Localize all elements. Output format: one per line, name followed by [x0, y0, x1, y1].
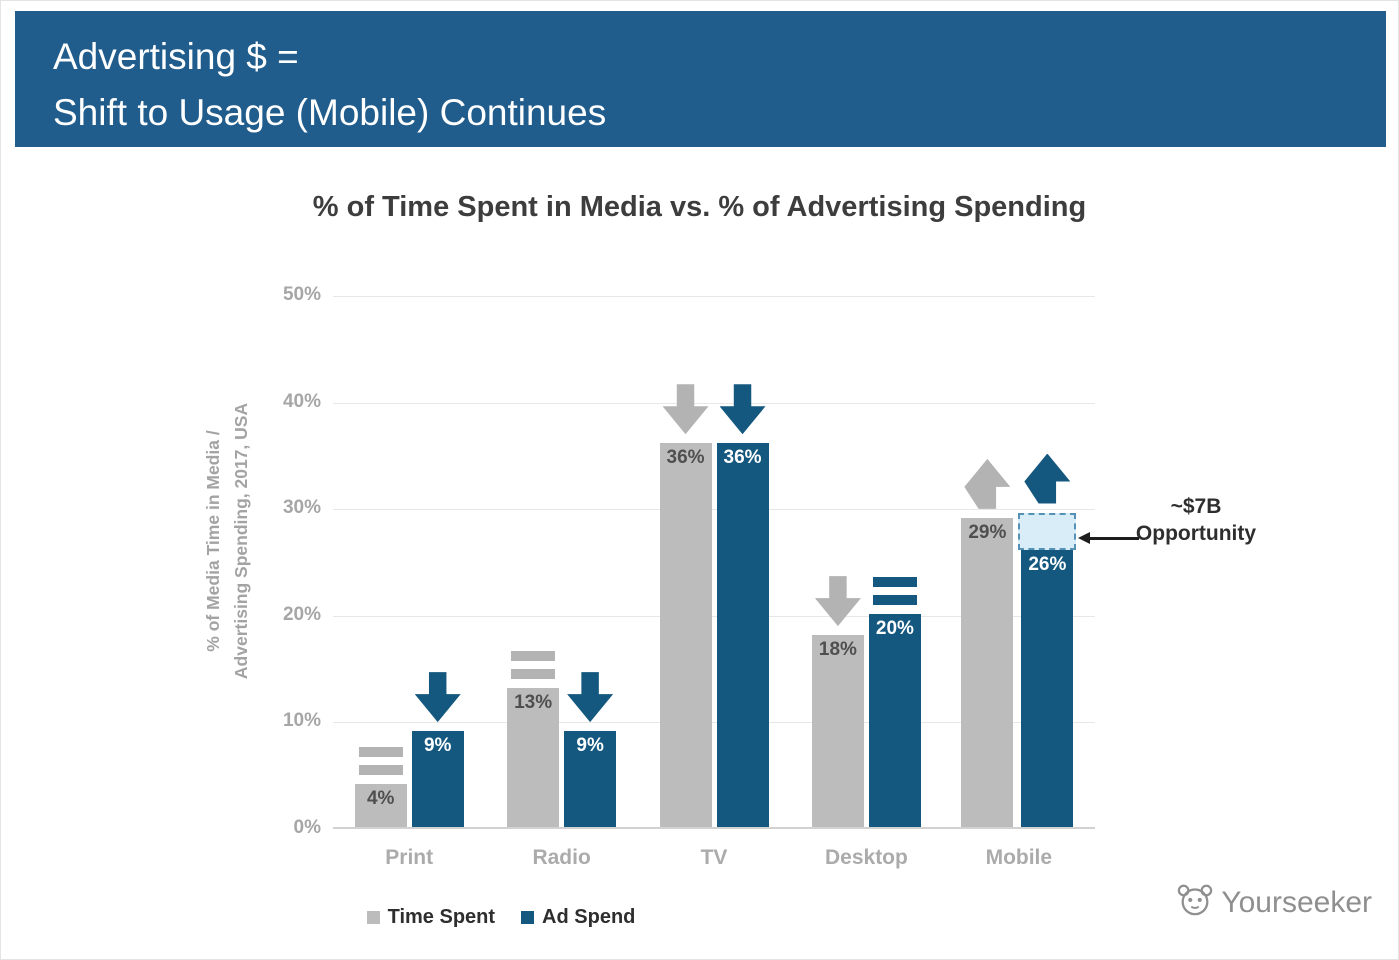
legend-swatch-time-spent: [366, 911, 380, 924]
watermark-text: Yourseeker: [1221, 886, 1372, 919]
bar-column-tv-time-spent: 36%: [659, 384, 712, 827]
legend-label-ad-spend: Ad Spend: [542, 906, 636, 928]
flat-indicator-radio-time-spent: [511, 651, 556, 680]
bar-column-radio-time-spent: 13%: [507, 651, 560, 827]
y-axis-label: % of Media Time in Media / Advertising S…: [199, 403, 255, 679]
bar-value-label-tv-time-spent: 36%: [666, 447, 705, 469]
flat-indicator-desktop-ad-spend: [872, 576, 917, 605]
bar-pair-mobile: 29% 26%: [961, 453, 1077, 827]
bar-tv-ad-spend: 36%: [716, 443, 769, 827]
bar-column-tv-ad-spend: 36%: [716, 384, 769, 827]
bar-tv-time-spent: 36%: [659, 443, 712, 827]
bar-value-label-radio-ad-spend: 9%: [576, 735, 604, 757]
bar-column-mobile-ad-spend: 26%: [1018, 453, 1077, 827]
bar-value-label-desktop-time-spent: 18%: [818, 639, 857, 661]
down-arrow-print-ad-spend: [414, 672, 461, 723]
yourseeker-logo-icon: [1175, 881, 1215, 925]
bar-column-print-ad-spend: 9%: [411, 672, 464, 827]
bar-radio-time-spent: 13%: [507, 688, 560, 827]
flat-bar: [872, 576, 917, 587]
opportunity-arrow: [1078, 532, 1139, 544]
down-arrow-radio-ad-spend: [567, 672, 614, 723]
bar-value-label-mobile-ad-spend: 26%: [1028, 553, 1067, 575]
category-group-tv: 36% 36%: [638, 296, 790, 827]
y-tick-30-: 30%: [282, 497, 321, 519]
bar-print-time-spent: 4%: [354, 784, 407, 827]
bar-desktop-time-spent: 18%: [811, 635, 864, 827]
bar-value-label-tv-ad-spend: 36%: [723, 447, 762, 469]
bar-desktop-ad-spend: 20%: [868, 613, 921, 827]
flat-bar: [358, 765, 403, 776]
flat-bar: [511, 651, 556, 662]
opportunity-annotation-text: ~$7B Opportunity: [1129, 493, 1263, 548]
bar-pair-radio: 13% 9%: [507, 651, 617, 827]
flat-bar: [872, 594, 917, 605]
category-group-mobile: 29% 26%: [943, 296, 1095, 827]
y-tick-40-: 40%: [282, 390, 321, 412]
bar-value-label-radio-time-spent: 13%: [514, 692, 553, 714]
down-arrow-tv-ad-spend: [719, 384, 766, 435]
legend-item-ad-spend: Ad Spend: [521, 906, 635, 929]
up-arrow-mobile-time-spent: [964, 458, 1011, 509]
category-group-desktop: 18% 20%: [790, 296, 942, 827]
gridline-20-: [333, 615, 1095, 617]
bar-pair-desktop: 18% 20%: [811, 576, 921, 827]
legend-swatch-ad-spend: [521, 911, 535, 924]
opportunity-annotation-value: ~$7B: [1170, 495, 1222, 518]
chart-title: % of Time Spent in Media vs. % of Advert…: [312, 191, 1087, 223]
bar-column-mobile-time-spent: 29%: [961, 458, 1014, 827]
bar-column-desktop-ad-spend: 20%: [868, 576, 921, 827]
chart-legend: Time Spent Ad Spend: [1, 906, 1001, 929]
y-axis-label-line2: Advertising Spending, 2017, USA: [231, 402, 251, 680]
x-label-tv: TV: [700, 846, 728, 869]
bar-mobile-time-spent: 29%: [961, 517, 1014, 827]
bar-pair-tv: 36% 36%: [659, 384, 769, 827]
bar-value-label-mobile-time-spent: 29%: [968, 521, 1007, 543]
bar-radio-ad-spend: 9%: [564, 731, 617, 827]
banner-title-line2: Shift to Usage (Mobile) Continues: [53, 91, 607, 133]
bar-column-desktop-time-spent: 18%: [811, 576, 864, 827]
bar-value-label-print-time-spent: 4%: [366, 788, 395, 810]
gridline-50-: [333, 296, 1095, 297]
y-tick-0-: 0%: [293, 817, 321, 838]
x-label-print: Print: [385, 846, 434, 869]
bar-print-ad-spend: 9%: [411, 731, 464, 827]
x-label-radio: Radio: [532, 846, 591, 869]
plot-area: 0% 10% 20% 30% 40% 50% 4% 9% 13% 9% 36% 36% 18% 20% 29…: [283, 284, 1095, 838]
y-tick-20-: 20%: [282, 603, 321, 625]
opportunity-box: [1018, 512, 1077, 550]
legend-item-time-spent: Time Spent: [366, 906, 496, 929]
x-label-mobile: Mobile: [985, 846, 1053, 869]
bars-container: 4% 9% 13% 9% 36% 36% 18% 20% 29% 26%: [333, 296, 1095, 827]
legend-label-time-spent: Time Spent: [387, 906, 496, 928]
banner-title-line1: Advertising $ =: [53, 36, 299, 77]
x-label-desktop: Desktop: [824, 846, 908, 869]
bar-column-radio-ad-spend: 9%: [564, 672, 617, 827]
gridline-30-: [333, 509, 1095, 511]
flat-bar: [511, 669, 556, 680]
bar-pair-print: 4% 9%: [354, 672, 464, 827]
bar-value-label-desktop-ad-spend: 20%: [875, 617, 914, 639]
gridline-10-: [333, 722, 1095, 724]
gridline-40-: [333, 402, 1095, 404]
down-arrow-desktop-time-spent: [814, 576, 861, 627]
bar-mobile-ad-spend: 26%: [1021, 549, 1074, 827]
y-tick-10-: 10%: [282, 710, 321, 732]
category-group-radio: 13% 9%: [485, 296, 637, 827]
down-arrow-tv-time-spent: [662, 384, 709, 435]
x-axis-labels: Print Radio TV Desktop Mobile: [333, 846, 1095, 870]
y-tick-50-: 50%: [282, 284, 321, 305]
bar-column-print-time-spent: 4%: [354, 747, 407, 827]
y-axis-label-line1: % of Media Time in Media /: [203, 430, 223, 652]
flat-bar: [358, 747, 403, 758]
up-arrow-mobile-ad-spend: [1024, 453, 1071, 504]
flat-indicator-print-time-spent: [358, 747, 403, 776]
title-banner: Advertising $ = Shift to Usage (Mobile) …: [15, 11, 1386, 147]
category-group-print: 4% 9%: [333, 296, 485, 827]
watermark: Yourseeker: [1175, 881, 1372, 925]
opportunity-annotation-label: Opportunity: [1135, 522, 1257, 546]
bar-value-label-print-ad-spend: 9%: [423, 735, 452, 757]
